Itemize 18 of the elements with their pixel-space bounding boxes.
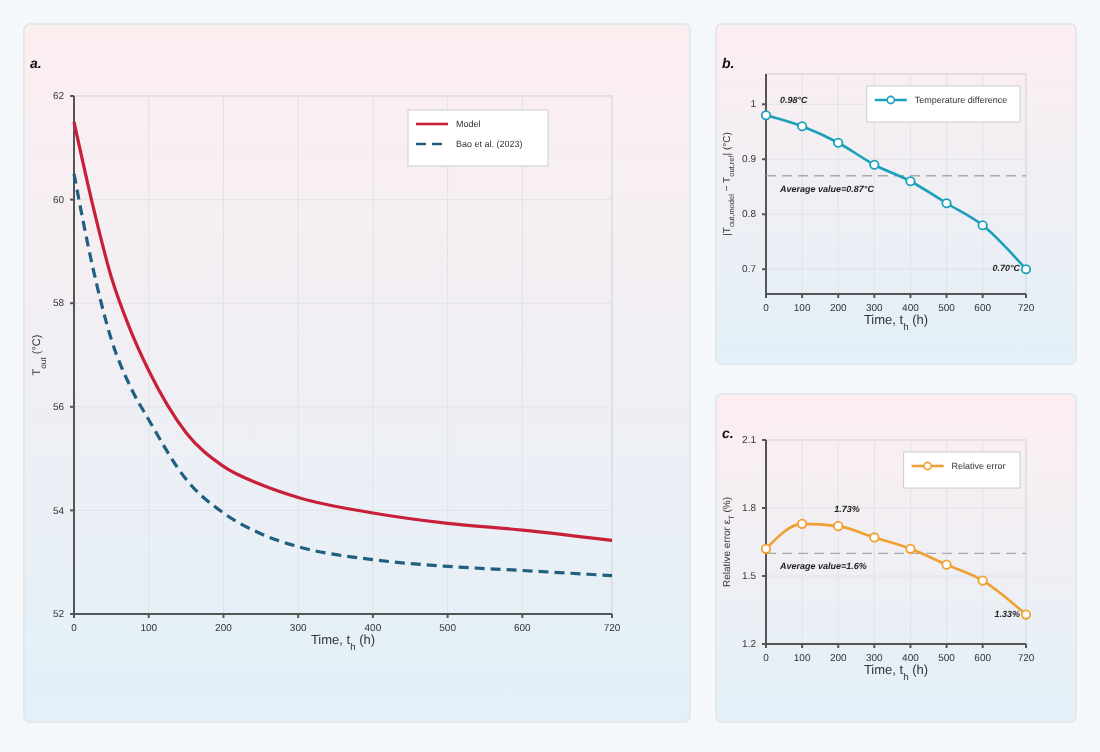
line-series (72, 120, 614, 543)
point (760, 543, 772, 554)
point (869, 532, 880, 543)
point (977, 575, 988, 586)
point (1020, 609, 1032, 620)
point (905, 176, 916, 187)
point (905, 543, 916, 554)
point (977, 220, 988, 231)
point (760, 110, 772, 121)
point (941, 559, 952, 570)
point (833, 137, 844, 148)
point (1020, 264, 1032, 275)
point (796, 121, 808, 132)
point (796, 518, 808, 529)
point (941, 198, 952, 209)
line-series (72, 172, 614, 578)
point (833, 521, 844, 532)
point (869, 159, 880, 170)
